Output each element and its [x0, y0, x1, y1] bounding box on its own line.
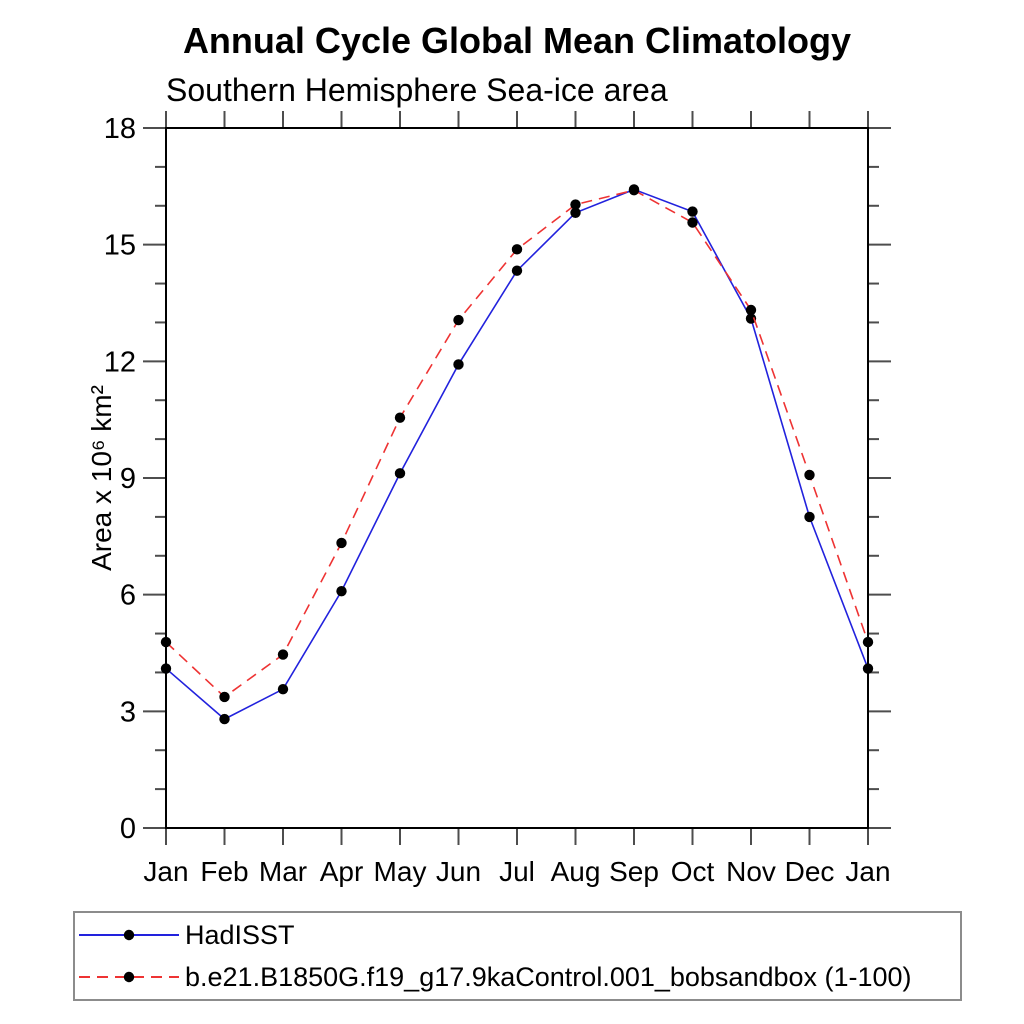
data-point-marker [570, 199, 581, 210]
legend-line-dashed-icon [79, 971, 179, 983]
chart-subtitle: Southern Hemisphere Sea-ice area [166, 72, 668, 108]
data-point-marker [687, 217, 698, 228]
legend-item-hadisst: HadISST [75, 914, 960, 956]
x-tick-label: Jun [436, 856, 481, 887]
data-point-marker [336, 585, 347, 597]
y-tick-label: 15 [104, 230, 136, 262]
data-point-marker [570, 207, 581, 218]
data-point-marker [628, 185, 640, 196]
x-tick-label: Oct [671, 856, 715, 887]
x-tick-label: Sep [609, 856, 659, 887]
x-tick-label: Jul [499, 856, 535, 887]
x-tick-label: May [374, 856, 427, 887]
chart-title: Annual Cycle Global Mean Climatology [182, 20, 852, 61]
data-point-marker [745, 313, 757, 324]
legend-line-solid-icon [79, 929, 179, 941]
legend-label-hadisst: HadISST [185, 919, 295, 950]
y-tick-label: 18 [104, 113, 136, 145]
data-point-marker [336, 537, 347, 549]
x-tick-label: Apr [320, 856, 364, 887]
data-point-marker [277, 649, 289, 660]
data-point-marker [394, 468, 406, 479]
data-point-marker [394, 412, 406, 423]
data-point-marker [453, 359, 464, 370]
data-point-marker [160, 663, 172, 674]
legend-box: HadISST b.e21.B1850G.f19_g17.9kaControl.… [73, 911, 962, 1001]
x-tick-label: Nov [726, 856, 776, 887]
data-point-marker [219, 713, 230, 725]
y-tick-label: 9 [120, 463, 136, 495]
data-point-marker [687, 206, 698, 217]
plot-frame [165, 127, 869, 829]
data-point-marker [511, 265, 523, 276]
legend-label-model: b.e21.B1850G.f19_g17.9kaControl.001_bobs… [185, 961, 912, 992]
x-tick-label: Jan [845, 856, 890, 887]
data-point-marker [804, 469, 815, 481]
data-point-marker [160, 636, 172, 648]
legend-item-model: b.e21.B1850G.f19_g17.9kaControl.001_bobs… [75, 956, 960, 998]
data-point-marker [804, 511, 815, 523]
data-point-marker [745, 304, 757, 316]
y-tick-label: 3 [120, 696, 136, 728]
data-point-marker [862, 663, 874, 674]
data-point-marker [277, 683, 289, 695]
x-tick-label: Mar [259, 856, 307, 887]
x-tick-label: Dec [785, 856, 835, 887]
x-tick-label: Aug [551, 856, 601, 887]
x-tick-label: Jan [143, 856, 188, 887]
y-tick-label: 12 [104, 346, 136, 378]
data-point-marker [453, 314, 464, 326]
x-tick-label: Feb [200, 856, 248, 887]
data-point-marker [862, 636, 874, 648]
data-point-marker [511, 244, 523, 255]
y-tick-label: 0 [120, 813, 136, 845]
y-tick-label: 6 [120, 580, 136, 612]
data-point-marker [219, 691, 230, 703]
